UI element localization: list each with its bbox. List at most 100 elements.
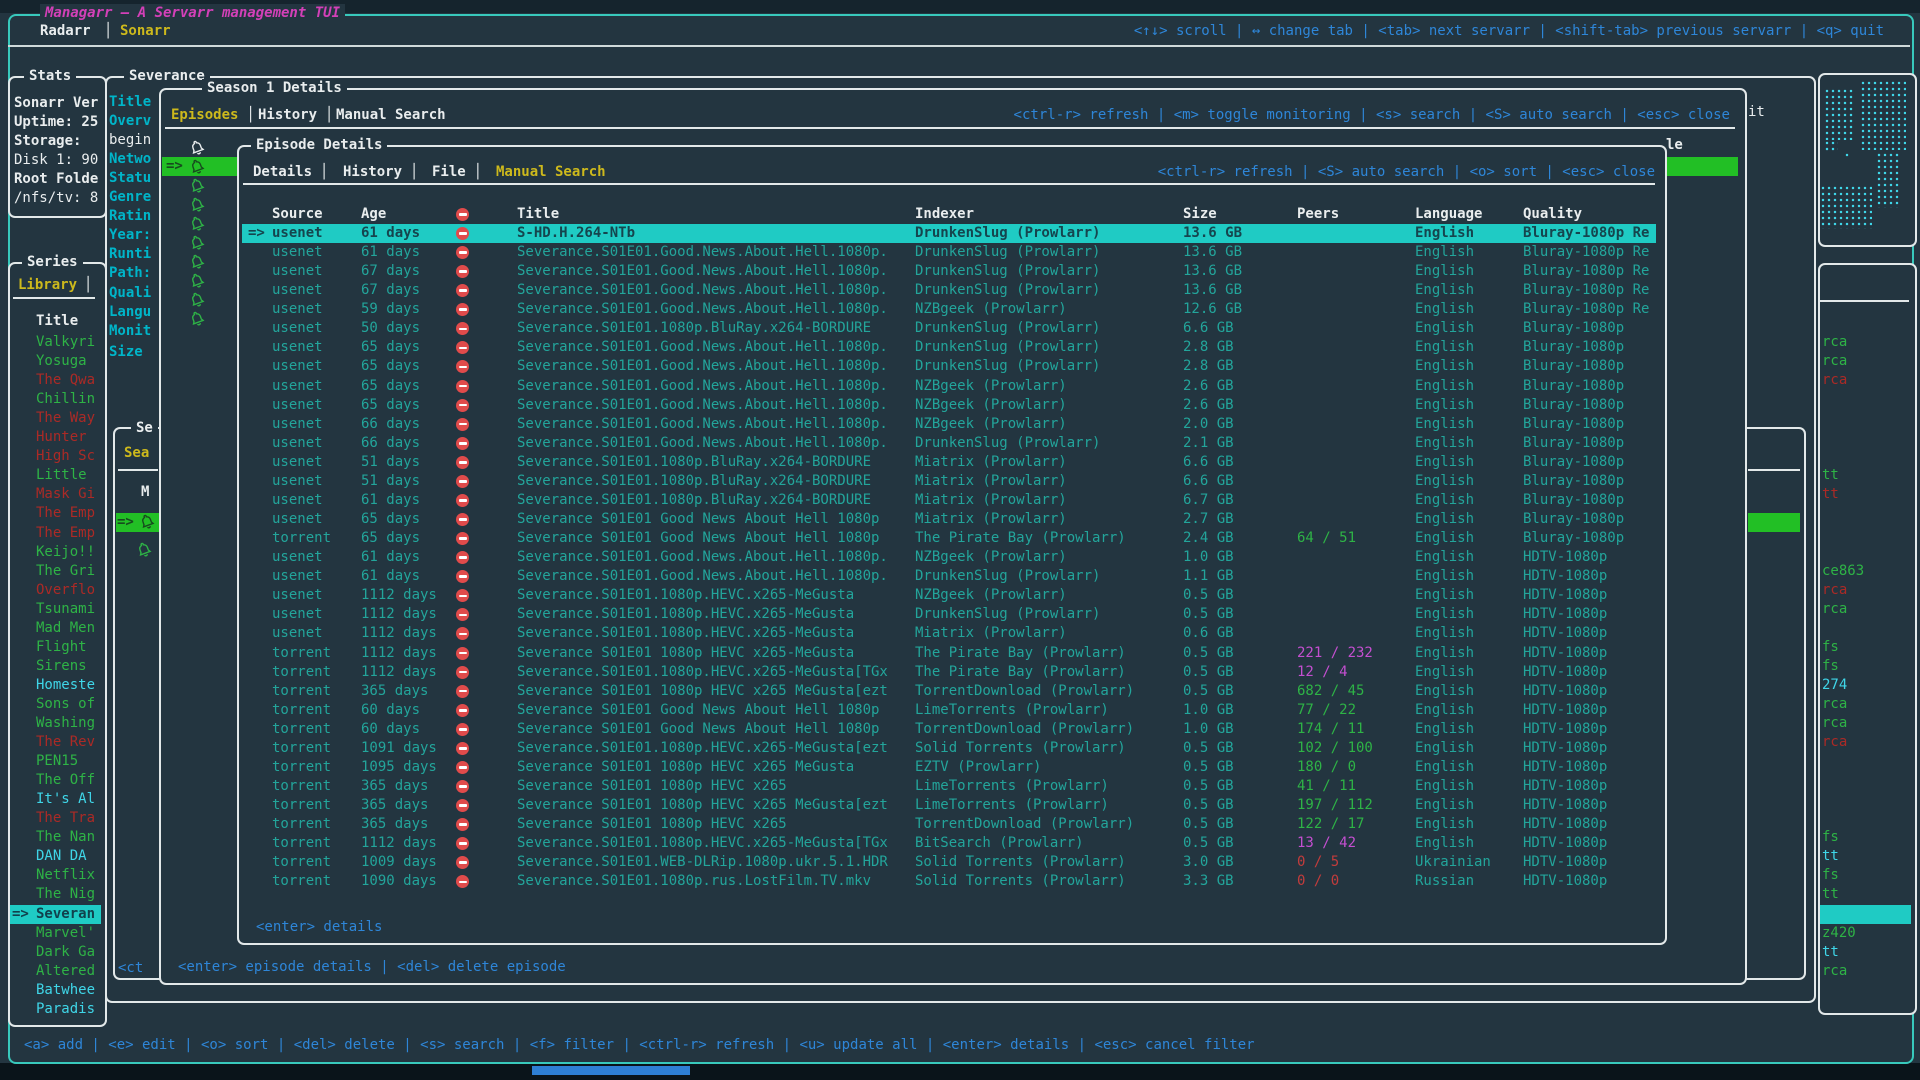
- bell-icon-episode-monitored[interactable]: [190, 311, 205, 326]
- sidebar-item-series[interactable]: PEN15: [36, 753, 79, 770]
- release-column-header-indexer[interactable]: Indexer: [915, 206, 975, 222]
- release-row[interactable]: usenet 59 days Severance.S01E01.Good.News.…: [242, 300, 1656, 319]
- sidebar-item-series[interactable]: Batwhee: [36, 981, 96, 998]
- sidebar-item-series[interactable]: Severan: [36, 905, 96, 922]
- release-column-header-age[interactable]: Age: [361, 206, 387, 222]
- release-column-header-language[interactable]: Language: [1415, 206, 1483, 222]
- bell-icon-episode-monitored[interactable]: [190, 159, 205, 174]
- sidebar-item-series[interactable]: Marvel': [36, 924, 96, 941]
- release-row[interactable]: torrent 1112 days Severance.S01E01.1080p.H…: [242, 663, 1656, 682]
- release-column-header-title[interactable]: Title: [517, 206, 560, 222]
- episode-tab-manual-search[interactable]: Manual Search: [496, 164, 606, 180]
- bell-icon-episode-monitored[interactable]: [190, 197, 205, 212]
- bell-icon-episode-monitored[interactable]: [190, 216, 205, 231]
- release-row[interactable]: usenet 65 days Severance.S01E01.Good.News.…: [242, 396, 1656, 415]
- release-row[interactable]: torrent 60 days Severance S01E01 Good News…: [242, 720, 1656, 739]
- bell-icon-episode-monitored[interactable]: [190, 254, 205, 269]
- sidebar-item-series[interactable]: Tsunami: [36, 600, 96, 617]
- release-row[interactable]: usenet 61 days Severance.S01E01.Good.News.…: [242, 243, 1656, 262]
- release-row[interactable]: usenet 51 days Severance.S01E01.1080p.BluR…: [242, 453, 1656, 472]
- sidebar-item-series[interactable]: Netflix: [36, 867, 96, 884]
- release-row[interactable]: usenet 61 days Severance.S01E01.Good.News.…: [242, 548, 1656, 567]
- release-row[interactable]: usenet 67 days Severance.S01E01.Good.News.…: [242, 262, 1656, 281]
- episode-tab-file[interactable]: File: [432, 164, 466, 180]
- episode-tab-history[interactable]: History: [343, 164, 403, 180]
- release-row[interactable]: usenet 61 days Severance.S01E01.1080p.BluR…: [242, 491, 1656, 510]
- release-row[interactable]: torrent 1091 days Severance.S01E01.1080p.H…: [242, 739, 1656, 758]
- sidebar-item-series[interactable]: Little: [36, 467, 87, 484]
- sidebar-item-series[interactable]: It's Al: [36, 791, 96, 808]
- bell-icon-episode-monitored[interactable]: [190, 292, 205, 307]
- sidebar-item-series[interactable]: DAN DA: [36, 848, 87, 865]
- release-column-header-quality[interactable]: Quality: [1523, 206, 1583, 222]
- release-row[interactable]: usenet 1112 days Severance.S01E01.1080p.HE…: [242, 586, 1656, 605]
- bell-icon-monitoring-header[interactable]: [190, 140, 205, 155]
- release-row[interactable]: usenet 67 days Severance.S01E01.Good.News.…: [242, 281, 1656, 300]
- release-row[interactable]: usenet 65 days Severance.S01E01.Good.News.…: [242, 357, 1656, 376]
- season1-tab-history[interactable]: History: [258, 107, 318, 123]
- release-row[interactable]: usenet 66 days Severance.S01E01.Good.News.…: [242, 415, 1656, 434]
- sidebar-item-series[interactable]: Overflo: [36, 581, 96, 598]
- release-row[interactable]: torrent 1112 days Severance.S01E01.1080p.H…: [242, 834, 1656, 853]
- sidebar-item-series[interactable]: Washing: [36, 715, 96, 731]
- sidebar-item-series[interactable]: Hunter: [36, 429, 87, 446]
- release-row[interactable]: torrent 365 days Severance S01E01 1080p HE…: [242, 777, 1656, 796]
- bell-icon-episode-monitored[interactable]: [190, 273, 205, 288]
- sidebar-item-series[interactable]: Flight: [36, 638, 87, 655]
- sidebar-item-series[interactable]: The Way: [36, 410, 96, 427]
- release-row[interactable]: usenet 51 days Severance.S01E01.1080p.BluR…: [242, 472, 1656, 491]
- sidebar-item-series[interactable]: Valkyri: [36, 334, 96, 350]
- sidebar-item-series[interactable]: The Nig: [36, 886, 96, 903]
- release-column-header-source[interactable]: Source: [272, 206, 323, 222]
- horizontal-scrollbar[interactable]: [532, 1066, 690, 1075]
- sidebar-item-series[interactable]: High Sc: [36, 448, 96, 465]
- bell-icon[interactable]: [140, 514, 155, 529]
- sidebar-item-series[interactable]: Mad Men: [36, 619, 96, 636]
- bell-icon-episode-monitored[interactable]: [190, 235, 205, 250]
- release-row[interactable]: => usenet 61 days S-HD.H.264-NTb DrunkenSlug…: [242, 224, 1656, 243]
- sidebar-item-series[interactable]: Homeste: [36, 676, 96, 693]
- release-row[interactable]: usenet 1112 days Severance.S01E01.1080p.HE…: [242, 624, 1656, 643]
- sidebar-item-series[interactable]: Altered: [36, 962, 96, 979]
- tab-radarr[interactable]: Radarr: [40, 23, 91, 39]
- release-column-header-peers[interactable]: Peers: [1297, 206, 1340, 222]
- sidebar-item-series[interactable]: Paradis: [36, 1000, 96, 1017]
- sidebar-item-series[interactable]: The Rev: [36, 734, 96, 751]
- release-row[interactable]: usenet 66 days Severance.S01E01.Good.News.…: [242, 434, 1656, 453]
- episode-tab-details[interactable]: Details: [253, 164, 313, 180]
- sidebar-item-series[interactable]: Chillin: [36, 391, 96, 408]
- release-row[interactable]: usenet 1112 days Severance.S01E01.1080p.HE…: [242, 605, 1656, 624]
- sidebar-item-series[interactable]: Yosuga: [36, 353, 87, 370]
- bell-icon[interactable]: [137, 542, 152, 557]
- release-row[interactable]: torrent 365 days Severance S01E01 1080p HE…: [242, 815, 1656, 834]
- release-row[interactable]: torrent 60 days Severance S01E01 Good News…: [242, 701, 1656, 720]
- sidebar-item-series[interactable]: Sirens: [36, 657, 87, 674]
- sidebar-item-series[interactable]: The Off: [36, 772, 96, 789]
- sidebar-tab-library[interactable]: Library: [18, 277, 78, 293]
- release-row[interactable]: torrent 365 days Severance S01E01 1080p HE…: [242, 796, 1656, 815]
- sidebar-item-series[interactable]: The Tra: [36, 810, 96, 827]
- release-row[interactable]: torrent 365 days Severance S01E01 1080p HE…: [242, 682, 1656, 701]
- bell-icon-episode-monitored[interactable]: [190, 178, 205, 193]
- release-row[interactable]: usenet 61 days Severance.S01E01.Good.News.…: [242, 567, 1656, 586]
- release-row[interactable]: torrent 1090 days Severance.S01E01.1080p.r…: [242, 872, 1656, 891]
- sidebar-item-series[interactable]: Sons of: [36, 695, 96, 712]
- bell-icon-season-monitored[interactable]: [140, 514, 155, 529]
- sidebar-item-series[interactable]: The Gri: [36, 562, 96, 579]
- sidebar-item-series[interactable]: Dark Ga: [36, 943, 96, 960]
- release-row[interactable]: torrent 65 days Severance S01E01 Good News…: [242, 529, 1656, 548]
- release-row[interactable]: usenet 50 days Severance.S01E01.1080p.BluR…: [242, 319, 1656, 338]
- sidebar-item-series[interactable]: Keijo!!: [36, 543, 96, 560]
- season1-tab-manual-search[interactable]: Manual Search: [336, 107, 446, 123]
- release-column-header-size[interactable]: Size: [1183, 206, 1217, 222]
- episode-row-selected-left[interactable]: [162, 157, 237, 176]
- sidebar-item-series[interactable]: The Qwa: [36, 372, 96, 389]
- release-row[interactable]: torrent 1095 days Severance S01E01 1080p H…: [242, 758, 1656, 777]
- sidebar-item-series[interactable]: Mask Gi: [36, 486, 96, 503]
- season1-tab-episodes[interactable]: Episodes: [171, 107, 239, 123]
- release-row[interactable]: usenet 65 days Severance S01E01 Good News …: [242, 510, 1656, 529]
- sidebar-item-series[interactable]: The Nan: [36, 829, 96, 846]
- bell-icon-season-monitored[interactable]: [137, 542, 152, 557]
- tab-sonarr[interactable]: Sonarr: [120, 23, 171, 39]
- release-row[interactable]: usenet 65 days Severance.S01E01.Good.News.…: [242, 377, 1656, 396]
